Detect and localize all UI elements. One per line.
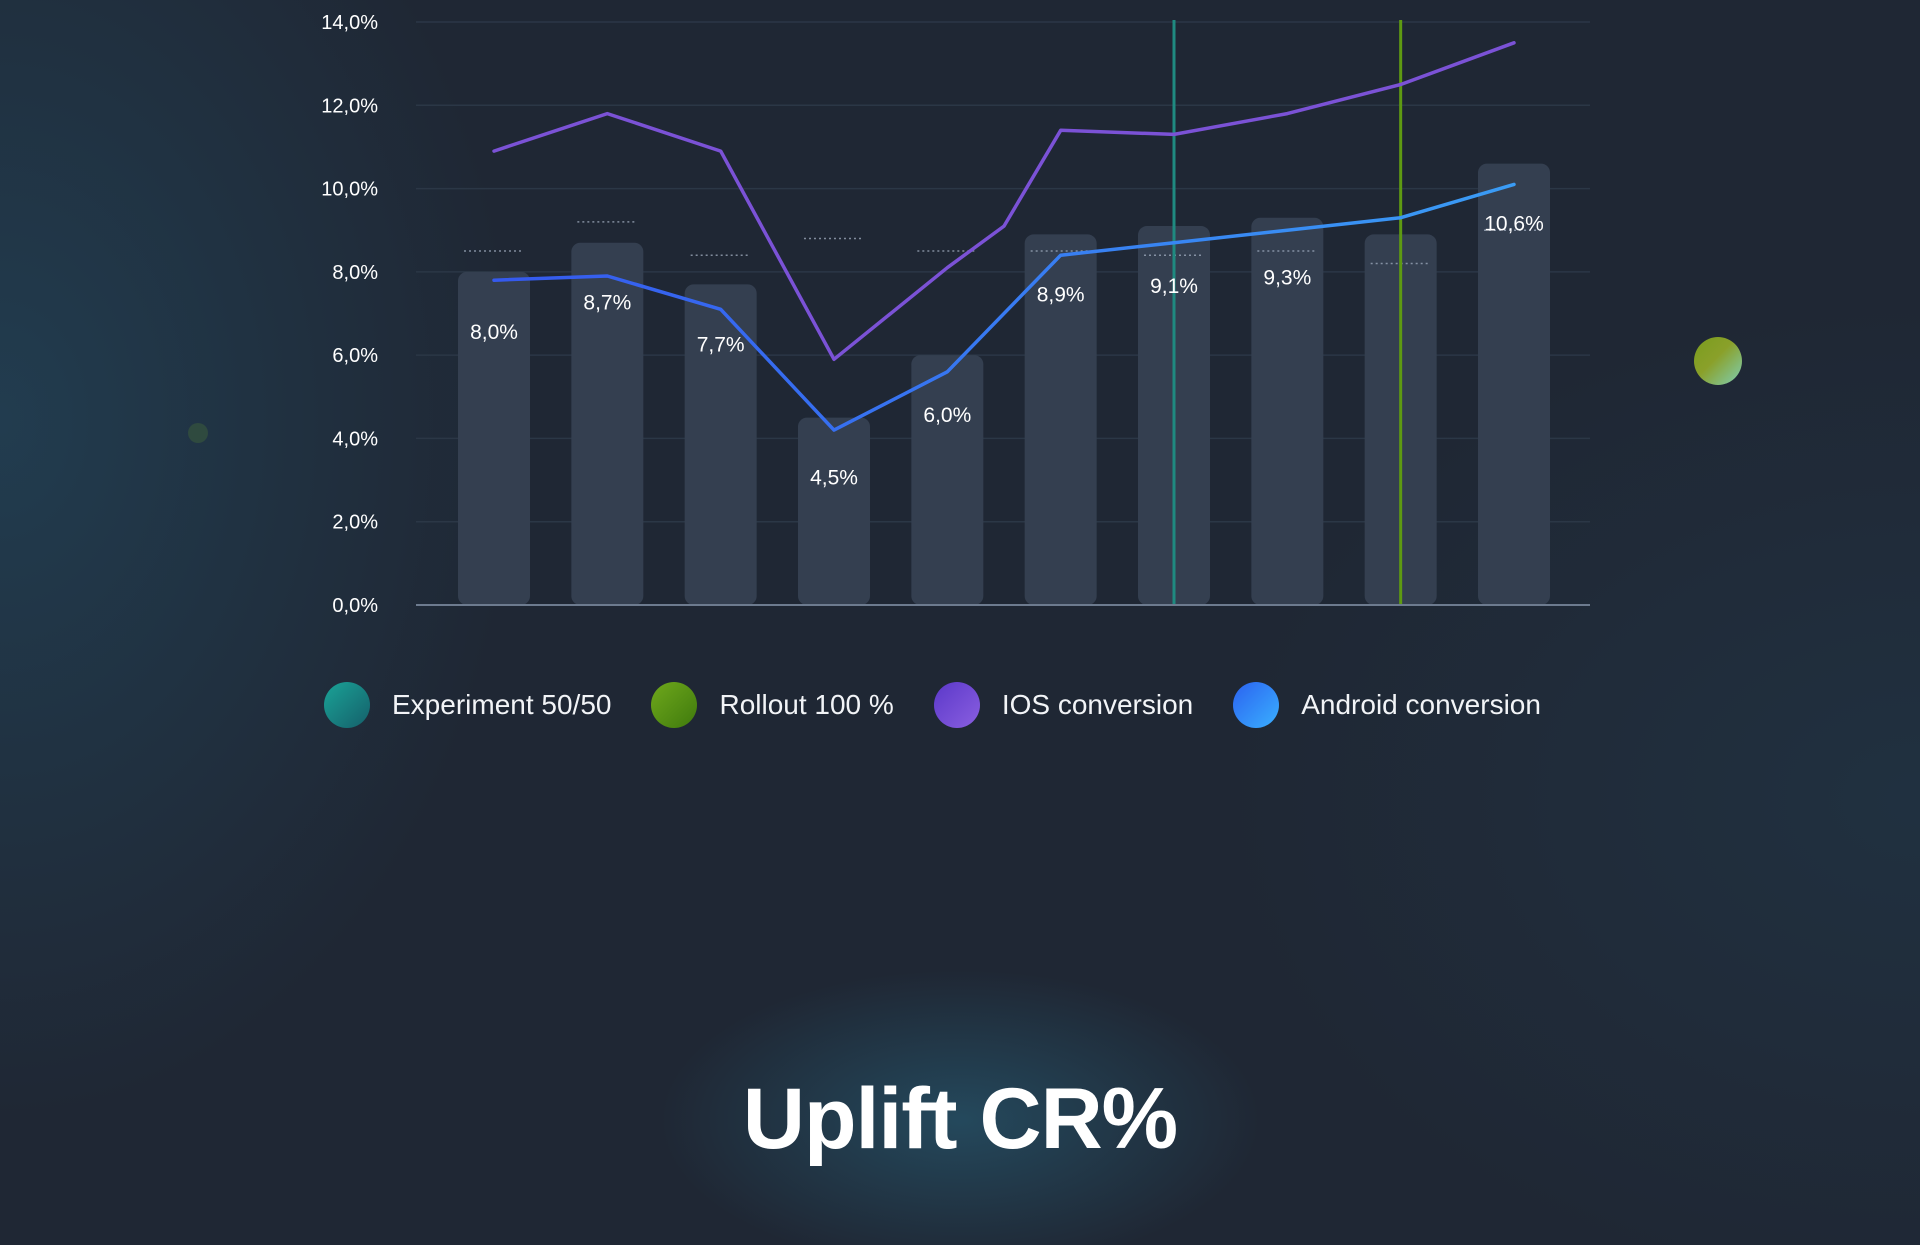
legend-label-rollout: Rollout 100 % <box>719 689 894 720</box>
legend-item-experiment: Experiment 50/50 <box>324 682 611 728</box>
bar-value-label: 7,7% <box>697 333 745 356</box>
bar <box>798 417 870 605</box>
legend-item-rollout: Rollout 100 % <box>651 682 894 728</box>
bar-value-label: 9,1% <box>1150 275 1198 298</box>
chart-legend: Experiment 50/50 Rollout 100 % IOS conve… <box>324 682 1581 728</box>
bar <box>571 242 644 605</box>
legend-label-android: Android conversion <box>1301 689 1541 720</box>
legend-item-android: Android conversion <box>1233 682 1541 728</box>
y-tick-label: 8,0% <box>332 262 378 284</box>
legend-swatch-experiment <box>324 682 370 728</box>
bar <box>458 271 530 605</box>
legend-swatch-rollout <box>651 682 698 728</box>
bar-value-label: 9,3% <box>1263 267 1311 290</box>
bar-value-label: 8,7% <box>583 292 631 315</box>
decorative-dot-small <box>188 423 208 443</box>
legend-label-experiment: Experiment 50/50 <box>392 689 612 720</box>
y-tick-label: 2,0% <box>332 512 378 534</box>
legend-swatch-android <box>1233 682 1280 728</box>
bar <box>911 355 984 605</box>
y-tick-label: 4,0% <box>332 428 378 450</box>
y-tick-label: 0,0% <box>332 595 378 617</box>
bar <box>1024 234 1097 605</box>
bar <box>684 284 757 605</box>
y-tick-label: 14,0% <box>321 12 378 34</box>
legend-item-ios: IOS conversion <box>933 682 1194 728</box>
page-title: Uplift CR% <box>742 1071 1178 1167</box>
bar-value-label: 8,0% <box>470 321 518 344</box>
decorative-dot <box>1694 337 1742 385</box>
y-tick-label: 6,0% <box>332 345 378 367</box>
android-conversion-line <box>492 182 1516 432</box>
uplift-chart: 8,0% 8,7% 7,7% 4,5% 6,0% 8,9% 9,1% 9,3% 10,6% 0,… <box>321 12 1590 617</box>
y-tick-label: 10,0% <box>321 179 378 201</box>
bar <box>1478 163 1550 606</box>
bar-value-label: 6,0% <box>923 404 971 427</box>
ios-conversion-line <box>492 41 1516 362</box>
bar-value-label: 4,5% <box>810 467 858 490</box>
y-tick-label: 12,0% <box>321 95 378 117</box>
legend-swatch-ios <box>933 682 980 728</box>
bar-value-label: 10,6% <box>1484 213 1544 236</box>
bar-value-label: 8,9% <box>1037 283 1085 306</box>
bar <box>1251 217 1324 605</box>
legend-label-ios: IOS conversion <box>1001 689 1194 720</box>
